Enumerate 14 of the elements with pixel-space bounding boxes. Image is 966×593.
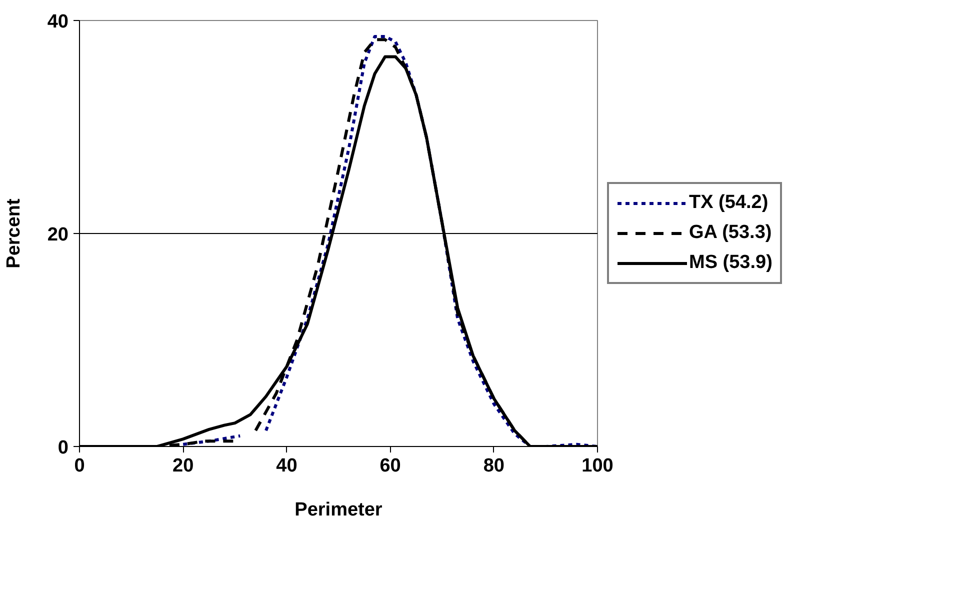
y-tick-label: 20	[47, 224, 69, 246]
legend-label: GA (53.3)	[689, 222, 772, 244]
legend-label: TX (54.2)	[689, 192, 768, 214]
x-tick-label: 0	[74, 456, 85, 476]
x-tick-label: 40	[276, 456, 298, 476]
x-tick-label: 60	[380, 456, 401, 476]
x-axis-title: Perimeter	[294, 500, 383, 520]
legend-label: MS (53.9)	[689, 252, 772, 274]
y-tick-label: 40	[47, 12, 69, 32]
y-axis-title: Percent	[3, 198, 24, 268]
x-tick-label: 20	[172, 456, 194, 476]
y-tick-label: 0	[58, 438, 69, 458]
x-tick-label: 80	[483, 456, 504, 476]
x-tick-label: 100	[582, 456, 614, 476]
